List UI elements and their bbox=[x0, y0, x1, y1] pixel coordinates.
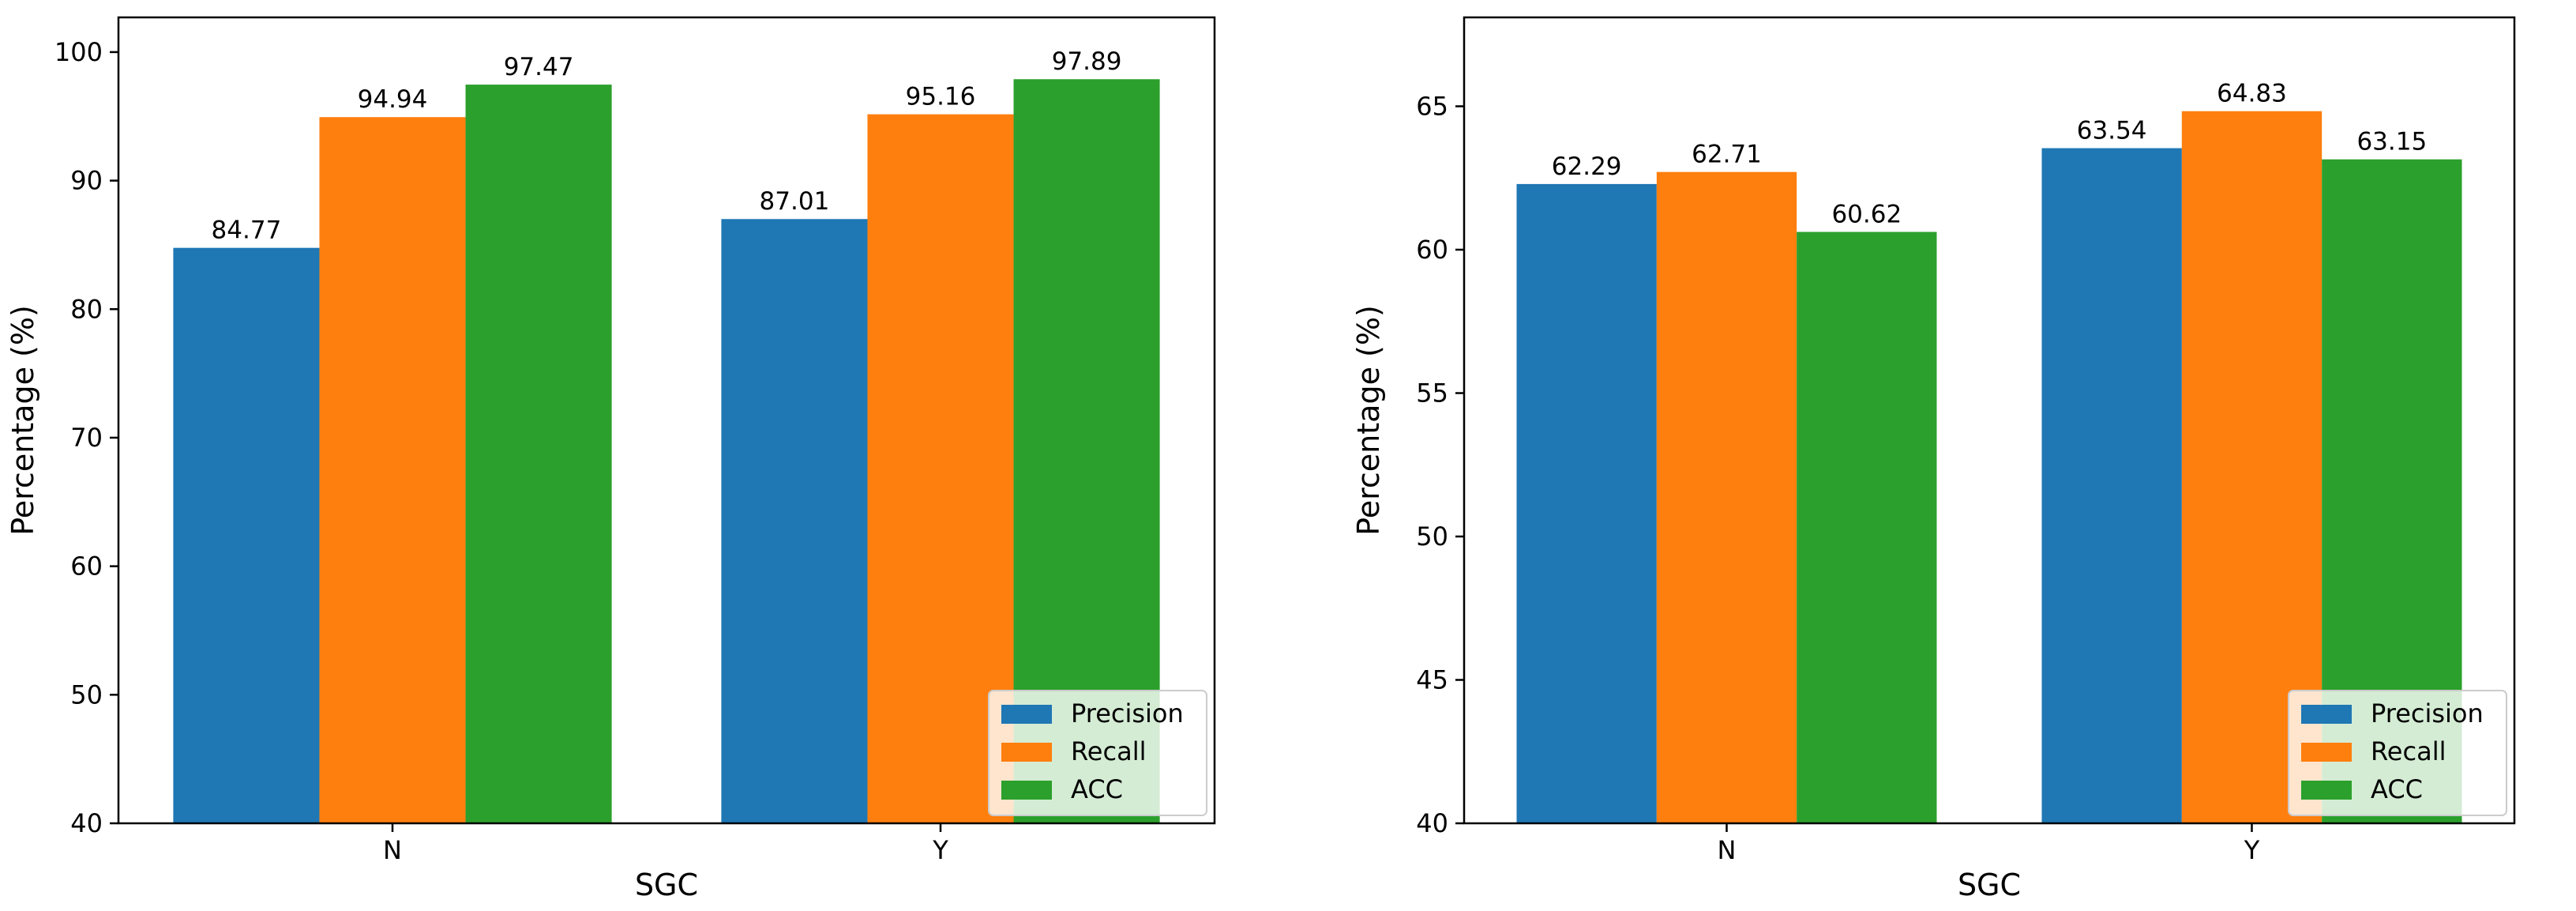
y-tick-label: 50 bbox=[70, 679, 103, 710]
y-tick-label: 60 bbox=[70, 551, 103, 582]
bar-precision-y bbox=[721, 219, 868, 823]
plot-frame bbox=[117, 16, 1216, 825]
y-tick-label: 55 bbox=[1416, 378, 1448, 408]
legend: Precision Recall ACC bbox=[988, 690, 1207, 816]
y-tick-label: 40 bbox=[70, 808, 103, 838]
bar-acc-n bbox=[465, 85, 612, 823]
bar-value-label: 60.62 bbox=[1831, 201, 1902, 229]
x-tick-label: Y bbox=[2244, 835, 2260, 865]
legend-label-recall: Recall bbox=[2371, 736, 2446, 766]
bar-acc-n bbox=[1797, 232, 1937, 824]
bar-precision-n bbox=[173, 247, 320, 823]
bar-recall-n bbox=[319, 117, 466, 823]
y-tick-label: 50 bbox=[1416, 521, 1448, 551]
legend-label-precision: Precision bbox=[1071, 698, 1184, 728]
bar-value-label: 84.77 bbox=[212, 216, 282, 245]
y-tick-label: 60 bbox=[1416, 235, 1448, 265]
y-tick-label: 100 bbox=[54, 37, 103, 67]
legend-swatch-acc bbox=[1001, 781, 1052, 800]
legend-swatch-precision bbox=[1001, 705, 1052, 724]
bar-value-label: 94.94 bbox=[358, 85, 428, 114]
x-tick-label: N bbox=[383, 835, 402, 865]
y-tick-label: 45 bbox=[1416, 665, 1448, 695]
bar-value-label: 95.16 bbox=[906, 83, 976, 111]
legend-label-recall: Recall bbox=[1071, 736, 1146, 766]
x-axis-title: SGC bbox=[635, 868, 698, 902]
bar-precision-n bbox=[1516, 183, 1657, 823]
bar-value-label: 64.83 bbox=[2217, 80, 2287, 108]
x-tick-label: Y bbox=[932, 835, 948, 865]
x-tick-label: N bbox=[1718, 835, 1737, 865]
y-tick-label: 70 bbox=[70, 423, 103, 453]
legend-swatch-acc bbox=[2301, 781, 2352, 800]
bar-value-label: 63.54 bbox=[2077, 117, 2147, 145]
legend-swatch-recall bbox=[2301, 743, 2352, 762]
legend-label-acc: ACC bbox=[2371, 774, 2423, 804]
y-axis-title: Percentage (%) bbox=[6, 305, 40, 536]
legend-label-precision: Precision bbox=[2371, 698, 2484, 728]
plot-frame bbox=[1463, 16, 2516, 825]
bar-value-label: 97.89 bbox=[1052, 47, 1122, 76]
chart-right: 62.29 63.54 62.71 64.83 60.62 63.15 40 45 50 55 60… bbox=[1351, 16, 2516, 902]
bar-precision-y bbox=[2041, 148, 2182, 823]
legend-swatch-recall bbox=[1001, 743, 1052, 762]
y-tick-label: 80 bbox=[70, 294, 103, 324]
y-tick-label: 90 bbox=[70, 166, 103, 196]
bar-value-label: 62.71 bbox=[1692, 141, 1762, 169]
y-tick-label: 40 bbox=[1416, 808, 1448, 838]
bar-value-label: 62.29 bbox=[1552, 152, 1622, 181]
legend: Precision Recall ACC bbox=[2288, 690, 2507, 816]
chart-left: 84.77 87.01 94.94 95.16 97.47 97.89 40 50 60 70 80… bbox=[6, 16, 1216, 902]
bar-value-label: 97.47 bbox=[504, 53, 574, 81]
x-axis-title: SGC bbox=[1958, 868, 2021, 902]
bar-value-label: 63.15 bbox=[2356, 128, 2427, 156]
legend-label-acc: ACC bbox=[1071, 774, 1123, 804]
bar-value-label: 87.01 bbox=[760, 187, 830, 216]
y-tick-label: 65 bbox=[1416, 92, 1448, 122]
y-axis-title: Percentage (%) bbox=[1351, 305, 1386, 536]
legend-swatch-precision bbox=[2301, 705, 2352, 724]
bar-recall-n bbox=[1656, 171, 1797, 823]
